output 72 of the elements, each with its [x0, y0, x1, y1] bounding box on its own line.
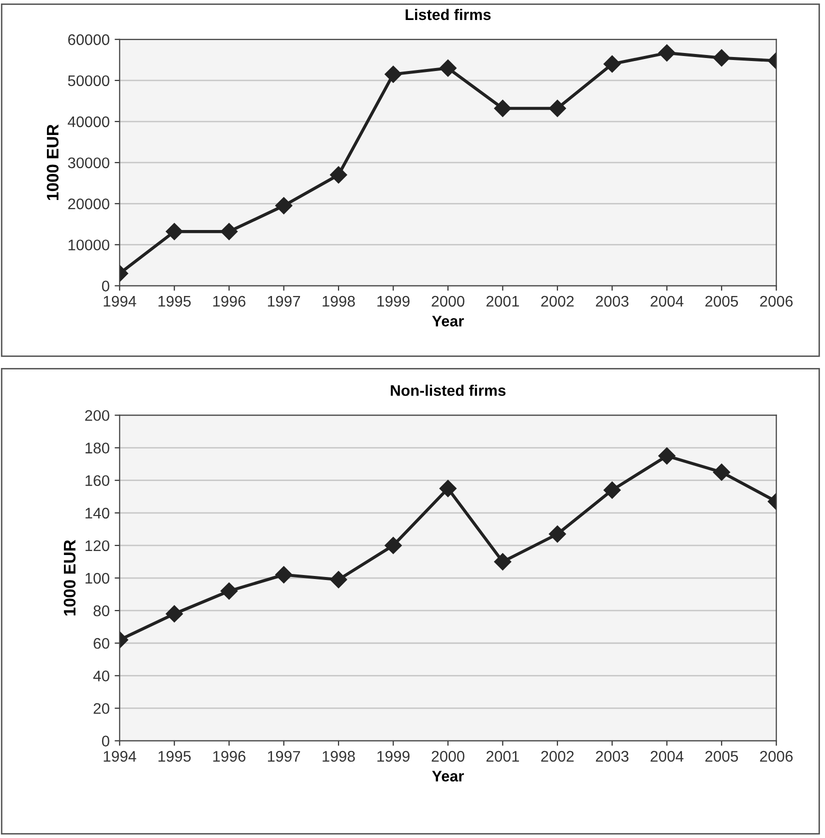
point — [658, 447, 676, 464]
x-tick-label: 1996 — [213, 296, 246, 307]
x-tick-label: 2001 — [486, 750, 519, 762]
x-tick-label: 2000 — [432, 296, 464, 307]
y-tick-label: 160 — [86, 475, 110, 486]
y-tick-label: 40000 — [68, 116, 110, 128]
point — [713, 49, 730, 66]
x-tick-label: 2004 — [650, 750, 684, 762]
x-tick-label: 1999 — [377, 750, 410, 762]
point — [494, 100, 512, 117]
x-tick-label: 2005 — [705, 296, 738, 307]
x-tick-label: 1998 — [322, 750, 355, 762]
x-tick-label: 1999 — [377, 296, 410, 307]
x-tick-label: 2000 — [432, 750, 464, 762]
point — [166, 223, 183, 240]
point — [220, 582, 238, 600]
point — [384, 66, 402, 83]
point — [548, 100, 566, 117]
y-tick-label: 40 — [93, 670, 110, 682]
point — [658, 44, 676, 62]
x-tick-label: 1997 — [268, 750, 300, 762]
point — [275, 566, 292, 584]
x-axis-title: Year — [432, 316, 464, 326]
y-tick-label: 30000 — [68, 157, 110, 168]
y-tick-label: 20 — [94, 703, 110, 714]
x-tick-label: 1997 — [268, 296, 300, 307]
point — [494, 553, 512, 570]
x-tick-label: 1994 — [104, 296, 136, 307]
x-tick-label: 2004 — [650, 296, 684, 307]
chart-title: Listed firms — [406, 8, 491, 20]
x-axis-title: Year — [432, 770, 464, 782]
x-tick-label: 2002 — [541, 750, 574, 762]
x-tick-label: 1996 — [213, 750, 246, 762]
x-tick-label: 2003 — [596, 750, 628, 762]
point — [713, 464, 730, 481]
x-tick-label: 2002 — [541, 296, 574, 307]
point — [220, 223, 238, 240]
point — [275, 197, 292, 214]
y-tick-label: 10000 — [68, 240, 110, 250]
x-tick-label: 2006 — [760, 296, 793, 307]
point — [166, 605, 183, 622]
point — [384, 536, 402, 554]
y-tick-label: 80 — [94, 605, 110, 616]
y-tick-label: 0 — [102, 736, 110, 746]
point — [330, 166, 348, 184]
point — [604, 55, 621, 73]
x-tick-label: 1994 — [104, 750, 136, 762]
y-tick-label: 60 — [94, 638, 110, 649]
y-tick-label: 0 — [102, 280, 110, 292]
y-tick-label: 180 — [86, 442, 110, 454]
y-tick-label: 20000 — [68, 198, 110, 210]
y-tick-label: 100 — [86, 572, 110, 584]
y-tick-label: 140 — [86, 508, 110, 519]
point — [330, 571, 348, 588]
point — [439, 60, 457, 77]
x-tick-label: 1995 — [158, 750, 191, 762]
x-tick-label: 1995 — [158, 296, 191, 307]
y-tick-label: 200 — [85, 410, 110, 421]
y-axis-title: 1000 EUR — [64, 540, 76, 616]
point — [548, 526, 566, 543]
x-tick-label: 1998 — [322, 296, 355, 307]
point — [439, 480, 457, 498]
x-tick-label: 2001 — [486, 296, 519, 307]
y-axis-title: 1000 EUR — [46, 124, 59, 200]
x-tick-label: 2003 — [596, 296, 628, 307]
y-tick-label: 60000 — [68, 34, 110, 46]
y-tick-label: 120 — [86, 540, 110, 552]
x-tick-label: 2005 — [705, 750, 738, 762]
chart-title: Non-listed firms — [390, 384, 506, 396]
point — [604, 482, 621, 499]
x-tick-label: 2006 — [760, 750, 793, 762]
y-tick-label: 50000 — [68, 75, 110, 86]
